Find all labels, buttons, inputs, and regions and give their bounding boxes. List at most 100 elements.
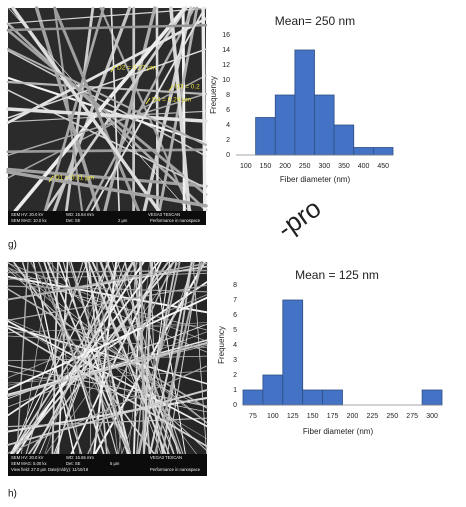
- fiber: [6, 396, 209, 433]
- fiber: [7, 324, 208, 333]
- x-tick-label: 100: [240, 163, 252, 170]
- fiber: [95, 261, 123, 455]
- x-tick-label: 175: [327, 413, 339, 420]
- info-text: VEGA3 TESCAN: [148, 212, 180, 217]
- x-tick-label: 200: [347, 413, 359, 420]
- fiber: [53, 6, 141, 213]
- info-text: SEM HV: 20.0 kV: [11, 212, 44, 217]
- fiber: [46, 261, 130, 455]
- measure-line: [48, 175, 54, 183]
- fiber: [6, 22, 208, 212]
- info-bar: [8, 454, 207, 476]
- x-tick-label: 125: [287, 413, 299, 420]
- fiber: [56, 261, 108, 455]
- info-bar: [8, 211, 206, 225]
- fiber: [7, 339, 208, 396]
- fiber: [110, 7, 121, 212]
- fiber: [7, 272, 208, 280]
- fiber: [6, 148, 208, 154]
- fiber: [7, 48, 207, 119]
- fiber: [169, 6, 192, 213]
- y-tick-label: 0: [233, 402, 237, 409]
- y-tick-label: 7: [233, 297, 237, 304]
- fiber: [38, 261, 111, 455]
- measurement-label: D2 = 0.27 µm: [117, 65, 156, 72]
- bar: [242, 389, 264, 406]
- chart-title: Mean = 125 nm: [295, 268, 379, 282]
- y-tick-label: 8: [226, 92, 230, 99]
- bar: [372, 147, 394, 156]
- info-text: WD: 15.64 mm: [66, 212, 94, 217]
- info-text: View field: 27.0 µm: [11, 467, 47, 472]
- y-tick-label: 14: [222, 47, 230, 54]
- fiber: [6, 80, 208, 96]
- x-tick-label: 200: [279, 163, 291, 170]
- y-tick-label: 12: [222, 62, 230, 69]
- fiber: [55, 261, 118, 455]
- measurement-label: D3 = 0.2: [175, 84, 200, 91]
- x-tick-label: 250: [299, 163, 311, 170]
- fiber: [11, 261, 175, 455]
- info-text: SEM MAG: 10.0 kx: [11, 218, 48, 223]
- info-text: SEM HV: 20.0 kV: [11, 455, 44, 460]
- fiber: [7, 276, 208, 331]
- fiber: [7, 7, 207, 25]
- panel-label: g): [8, 240, 17, 251]
- fiber: [6, 29, 208, 196]
- bar: [314, 94, 335, 156]
- x-tick-label: 75: [249, 413, 257, 420]
- fiber: [62, 261, 118, 455]
- fibers: [6, 6, 209, 456]
- x-tick-label: 400: [358, 163, 370, 170]
- y-tick-label: 6: [226, 107, 230, 114]
- fiber: [53, 6, 84, 213]
- bar: [302, 389, 324, 406]
- fiber: [6, 107, 208, 123]
- fiber: [90, 7, 206, 212]
- measure-line: [145, 97, 151, 105]
- fiber: [143, 261, 171, 455]
- info-text: Det: SE: [66, 461, 81, 466]
- info-text: 5 µm: [110, 461, 120, 466]
- y-tick-label: 4: [226, 122, 230, 129]
- fiber: [7, 370, 208, 413]
- y-tick-label: 1: [233, 387, 237, 394]
- info-text: WD: 15.65 mm: [66, 455, 94, 460]
- fiber: [51, 261, 81, 455]
- fiber: [16, 261, 29, 455]
- y-axis-label: Frequency: [217, 326, 226, 364]
- fiber: [57, 261, 69, 455]
- measurement-label: D4 = 0.29 µm: [152, 97, 191, 104]
- fiber: [6, 170, 208, 208]
- fiber: [7, 93, 207, 156]
- y-tick-label: 2: [226, 137, 230, 144]
- fiber: [103, 6, 157, 213]
- bar: [322, 389, 343, 406]
- bar: [262, 374, 284, 406]
- info-text: Performance in nanospace: [150, 218, 201, 223]
- fiber: [7, 389, 208, 446]
- fiber: [32, 261, 134, 455]
- panel-label: h): [8, 489, 17, 500]
- measure-line: [110, 65, 116, 73]
- fiber: [192, 261, 208, 455]
- fiber: [154, 260, 203, 456]
- fiber: [6, 24, 208, 32]
- y-tick-label: 8: [233, 282, 237, 289]
- fiber: [6, 167, 208, 188]
- fiber: [149, 261, 193, 455]
- info-text: Det: SE: [66, 218, 81, 223]
- watermark: -pro: [271, 193, 326, 244]
- y-tick-label: 10: [222, 77, 230, 84]
- x-tick-label: 225: [367, 413, 379, 420]
- fiber: [20, 261, 51, 455]
- fiber: [7, 318, 208, 409]
- y-tick-label: 4: [233, 342, 237, 349]
- info-text: SEM MAG: 5.00 kx: [11, 461, 48, 466]
- fiber: [43, 6, 105, 213]
- x-tick-label: 150: [307, 413, 319, 420]
- fiber: [158, 6, 199, 213]
- fiber: [142, 260, 154, 456]
- fiber: [121, 261, 196, 455]
